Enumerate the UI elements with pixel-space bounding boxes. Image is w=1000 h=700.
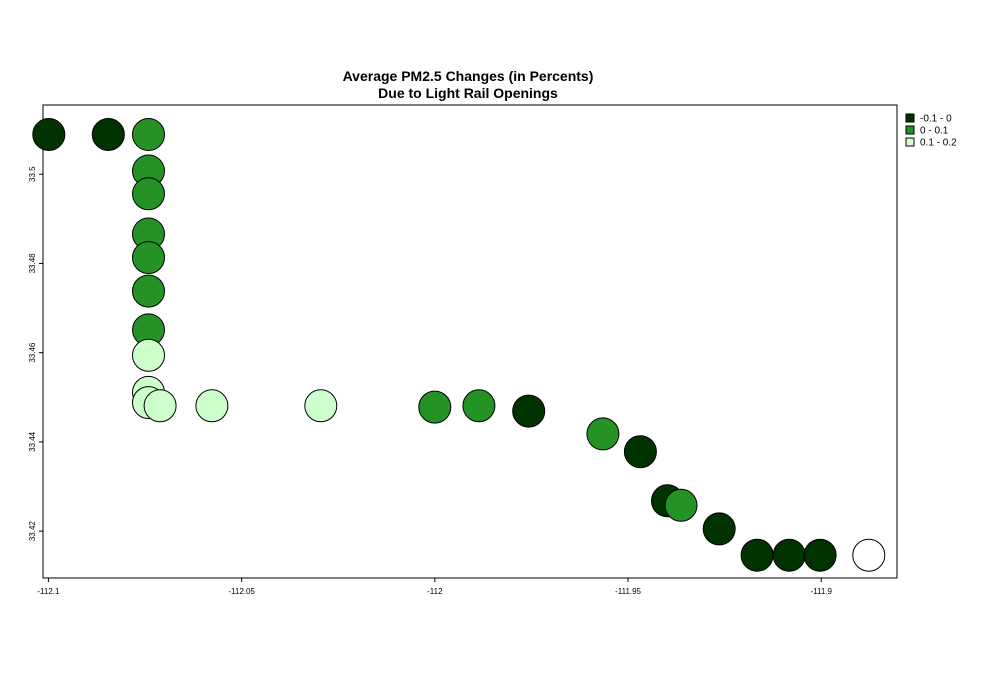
data-point-25	[772, 538, 806, 572]
data-point-2	[91, 118, 125, 151]
data-point-5	[132, 177, 165, 211]
y-tick-label-5: 33.5	[28, 166, 37, 182]
x-tick-label-1: -112.1	[37, 587, 60, 596]
legend-swatch-1	[905, 113, 915, 123]
chart-title: Average PM2.5 Changes (in Percents)Due t…	[343, 68, 594, 101]
data-point-26	[803, 538, 837, 572]
data-point-7	[132, 241, 165, 275]
data-point-16	[418, 390, 452, 424]
data-point-22	[664, 488, 698, 522]
legend-swatch-3	[905, 137, 915, 147]
data-point-24	[740, 538, 774, 572]
data-point-10	[132, 338, 165, 372]
chart-title-line-2: Due to Light Rail Openings	[378, 85, 558, 101]
data-point-23	[702, 512, 736, 546]
y-tick-label-3: 33.46	[28, 342, 37, 363]
data-point-20	[623, 435, 657, 469]
y-tick-label-2: 33.44	[28, 431, 37, 452]
data-point-17	[462, 389, 496, 423]
x-axis: -112.1 -112.05 -112 -111.95 -111.9	[37, 578, 833, 596]
plot-area	[42, 104, 898, 579]
data-point-3	[132, 118, 165, 151]
data-point-13	[143, 389, 177, 423]
legend-label-2: 0 - 0.1	[920, 126, 949, 137]
data-points	[32, 118, 886, 572]
legend-label-3: 0.1 - 0.2	[920, 138, 957, 149]
x-tick-label-4: -111.95	[615, 587, 641, 596]
x-tick-label-5: -111.9	[811, 587, 833, 596]
data-point-15	[304, 389, 338, 423]
legend: -0.1 - 00 - 0.10.1 - 0.2	[905, 113, 957, 149]
data-point-18	[512, 394, 546, 428]
y-tick-label-1: 33.42	[28, 521, 37, 542]
data-point-8	[132, 274, 165, 308]
chart-title-line-1: Average PM2.5 Changes (in Percents)	[343, 68, 594, 84]
x-tick-label-2: -112.05	[228, 587, 255, 596]
data-point-19	[586, 417, 620, 451]
legend-label-1: -0.1 - 0	[920, 114, 952, 125]
data-point-14	[195, 389, 229, 423]
data-point-1	[32, 118, 66, 151]
y-axis: 33.42 33.44 33.46 33.48 33.5	[28, 166, 43, 541]
data-point-27	[852, 538, 886, 572]
y-tick-label-4: 33.48	[28, 253, 37, 274]
x-tick-label-3: -112	[427, 587, 443, 596]
legend-swatch-2	[905, 125, 915, 135]
